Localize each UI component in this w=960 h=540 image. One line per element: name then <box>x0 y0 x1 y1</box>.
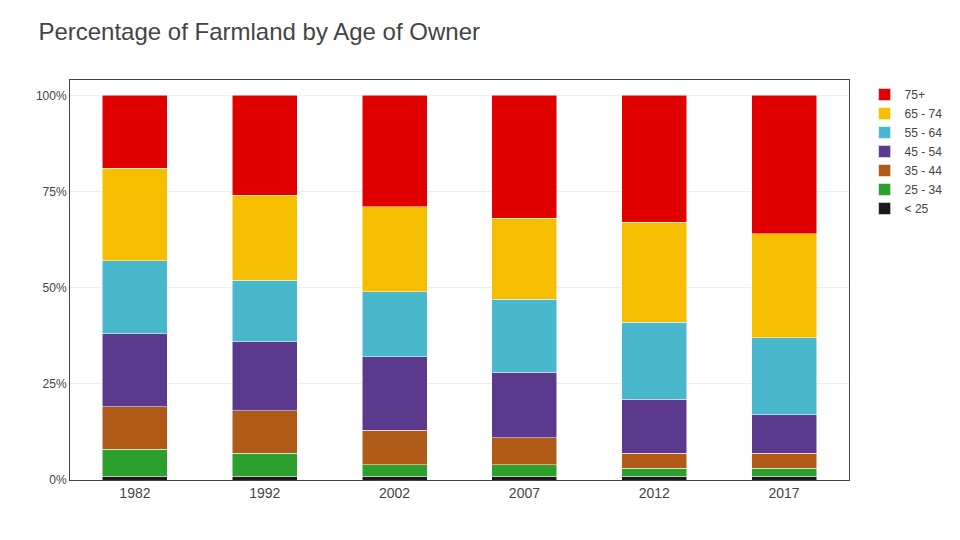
svg-text:35 - 44: 35 - 44 <box>905 164 943 178</box>
svg-text:75+: 75+ <box>905 88 925 102</box>
svg-text:2002: 2002 <box>379 485 410 501</box>
svg-text:65 - 74: 65 - 74 <box>905 107 943 121</box>
svg-text:45 - 54: 45 - 54 <box>905 145 943 159</box>
svg-text:2017: 2017 <box>769 485 800 501</box>
svg-text:100%: 100% <box>36 89 67 103</box>
svg-text:Percentage of Farmland by Age: Percentage of Farmland by Age of Owner <box>38 18 480 45</box>
svg-text:50%: 50% <box>43 281 67 295</box>
svg-text:1992: 1992 <box>249 485 280 501</box>
svg-text:2012: 2012 <box>639 485 670 501</box>
svg-text:55 - 64: 55 - 64 <box>905 126 943 140</box>
svg-text:1982: 1982 <box>119 485 150 501</box>
svg-text:25%: 25% <box>43 377 67 391</box>
svg-text:75%: 75% <box>43 185 67 199</box>
svg-text:0%: 0% <box>49 473 67 487</box>
svg-text:< 25: < 25 <box>905 202 929 216</box>
svg-text:2007: 2007 <box>509 485 540 501</box>
svg-text:25 - 34: 25 - 34 <box>905 183 943 197</box>
